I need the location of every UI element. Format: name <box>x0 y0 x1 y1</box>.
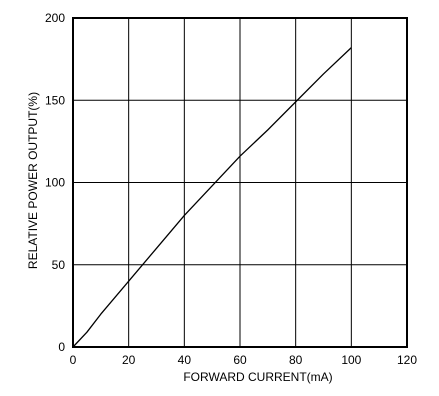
data-series <box>72 47 352 348</box>
grid-lines <box>73 18 407 347</box>
x-axis-title: FORWARD CURRENT(mA) <box>183 370 332 384</box>
x-tick-labels: 0 20 40 60 80 100 120 <box>70 353 418 367</box>
y-tick-label: 100 <box>45 176 65 190</box>
series-line <box>72 47 352 348</box>
y-tick-label: 200 <box>45 11 65 25</box>
x-tick-label: 100 <box>341 353 361 367</box>
y-tick-label: 0 <box>58 340 65 354</box>
x-tick-label: 80 <box>289 353 303 367</box>
y-tick-labels: 0 50 100 150 200 <box>45 11 65 354</box>
x-tick-label: 60 <box>233 353 247 367</box>
x-tick-label: 0 <box>70 353 77 367</box>
x-tick-label: 120 <box>397 353 417 367</box>
plot-frame <box>72 17 408 348</box>
x-tick-label: 20 <box>122 353 136 367</box>
x-tick-label: 40 <box>178 353 192 367</box>
y-tick-label: 150 <box>45 93 65 107</box>
y-tick-label: 50 <box>52 258 66 272</box>
y-axis-title: RELATIVE POWER OUTPUT(%) <box>26 92 40 269</box>
